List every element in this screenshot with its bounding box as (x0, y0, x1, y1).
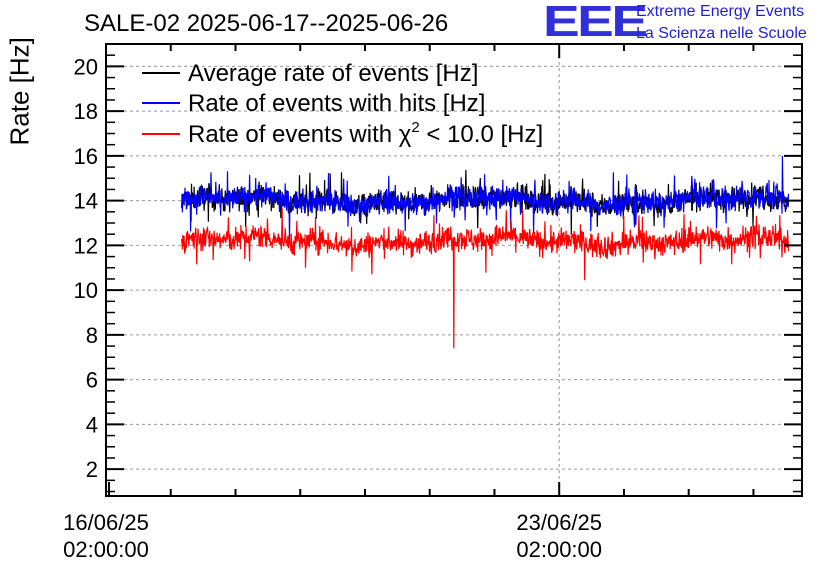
plot-frame (105, 43, 803, 497)
legend-label-hits: Rate of events with hits [Hz] (188, 90, 485, 117)
legend-label-average: Average rate of events [Hz] (188, 60, 478, 87)
y-tick-label: 12 (74, 233, 98, 258)
y-tick-label: 16 (74, 144, 98, 169)
y-tick-label: 8 (86, 323, 98, 348)
series-line-0 (180, 169, 790, 235)
legend-chi2-rest: < 10.0 [Hz] (420, 121, 543, 148)
y-tick-label: 6 (86, 368, 98, 393)
series-line-1 (180, 155, 790, 240)
y-tick-label: 14 (74, 189, 98, 214)
legend-chi2-symbol: χ (399, 121, 412, 148)
x-tick-label-time: 02:00:00 (63, 537, 149, 562)
legend: Average rate of events [Hz] Rate of even… (142, 60, 543, 148)
legend-chi2-sup: 2 (411, 119, 419, 136)
y-tick-label: 20 (74, 54, 98, 79)
y-tick-label: 2 (86, 457, 98, 482)
y-tick-label: 10 (74, 278, 98, 303)
x-tick-label-date: 16/06/25 (63, 510, 149, 535)
brand-line-1: Extreme Energy Events (636, 3, 805, 20)
series-layer (180, 155, 790, 349)
series-line-2 (180, 208, 790, 349)
legend-label-chi2: Rate of events with χ2 < 10.0 [Hz] (188, 119, 543, 148)
brand-line-2: La Scienza nelle Scuole (636, 25, 807, 42)
axis-layer: 246810121416182016/06/2502:00:0023/06/25… (63, 43, 802, 562)
y-tick-label: 18 (74, 99, 98, 124)
y-tick-label: 4 (86, 412, 98, 437)
x-tick-label-date: 23/06/25 (516, 510, 602, 535)
legend-chi2-main: Rate of events with (188, 121, 399, 148)
x-tick-label-time: 02:00:00 (516, 537, 602, 562)
eee-logo: EEE (543, 0, 648, 46)
chart-title: SALE-02 2025-06-17--2025-06-26 (84, 10, 449, 37)
